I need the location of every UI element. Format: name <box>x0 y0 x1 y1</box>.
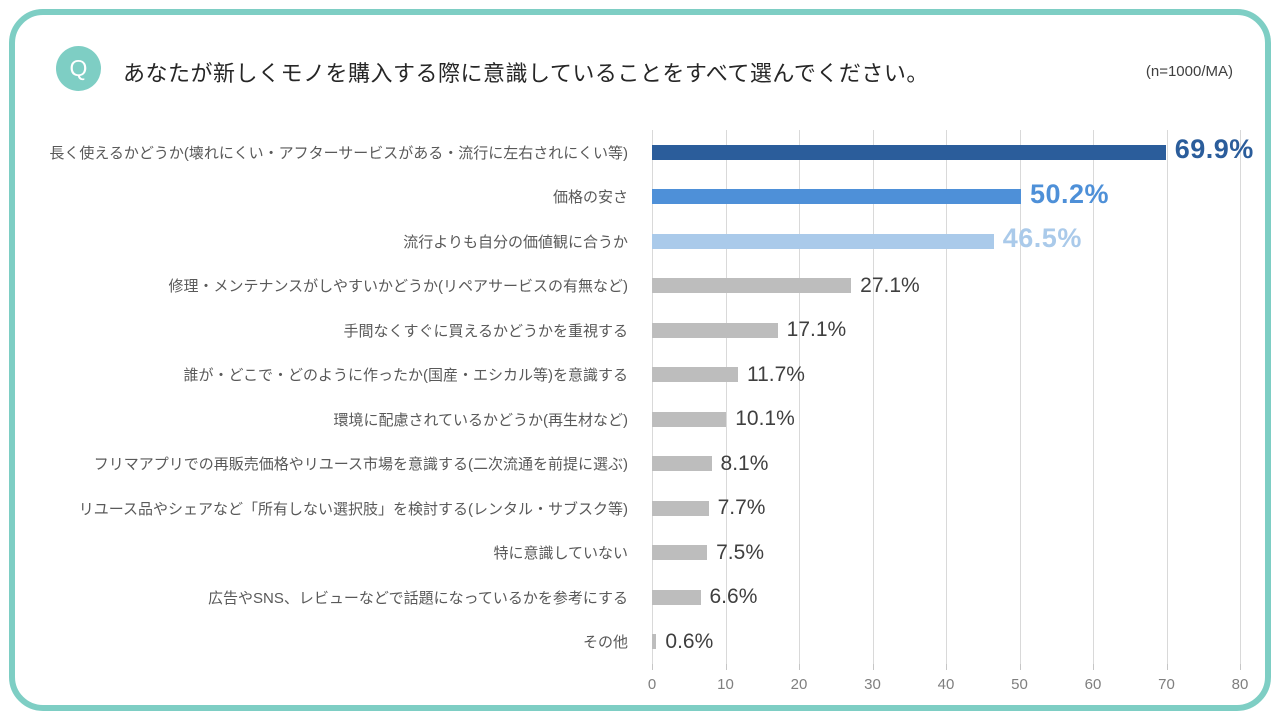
value-label: 8.1% <box>720 451 769 475</box>
value-label: 6.6% <box>709 585 758 608</box>
x-axis-tick <box>1019 664 1021 670</box>
bar-chart: 長く使えるかどうか(壊れにくい・アフターサービスがある・流行に左右されにくい等)… <box>15 130 1277 693</box>
bar <box>652 189 1021 204</box>
category-label: 環境に配慮されているかどうか(再生材など) <box>333 411 628 429</box>
category-label: 修理・メンテナンスがしやすいかどうか(リペアサービスの有無など) <box>168 278 628 296</box>
x-axis-label: 0 <box>647 676 657 693</box>
value-label: 0.6% <box>665 629 714 653</box>
bar <box>652 278 852 293</box>
x-axis-tick <box>946 664 947 670</box>
x-axis-label: 70 <box>1158 676 1175 693</box>
value-label: 7.5% <box>716 540 764 564</box>
value-label: 46.5% <box>1002 223 1082 253</box>
chart-row: 長く使えるかどうか(壊れにくい・アフターサービスがある・流行に左右されにくい等)… <box>15 130 1277 175</box>
bar <box>652 456 712 471</box>
chart-row: リユース品やシェアなど「所有しない選択肢」を検討する(レンタル・サブスク等) 7.… <box>15 486 1277 531</box>
category-label: 長く使えるかどうか(壊れにくい・アフターサービスがある・流行に左右されにくい等) <box>49 144 628 162</box>
bar <box>652 233 994 249</box>
chart-row: 手間なくすぐに買えるかどうかを重視する 17.1% <box>15 308 1277 353</box>
x-axis-tick <box>652 664 653 670</box>
gridline <box>1166 130 1168 664</box>
x-axis-tick <box>725 664 727 670</box>
value-label: 17.1% <box>786 318 847 341</box>
category-label: リユース品やシェアなど「所有しない選択肢」を検討する(レンタル・サブスク等) <box>78 500 628 518</box>
x-axis-label: 10 <box>717 676 734 693</box>
gridline <box>946 130 947 664</box>
bar <box>652 322 778 338</box>
value-label: 10.1% <box>735 407 795 430</box>
bar <box>652 144 1166 160</box>
question-title: あなたが新しくモノを購入する際に意識していることをすべて選んでください。 <box>123 61 929 86</box>
chart-row: その他 0.6% <box>15 620 1277 665</box>
value-label: 7.7% <box>717 496 766 519</box>
bar <box>652 500 709 516</box>
x-axis-label: 60 <box>1084 676 1102 693</box>
gridline <box>1093 130 1094 664</box>
x-axis-tick <box>1093 664 1094 670</box>
chart-row: 広告やSNS、レビューなどで話題になっているかを参考にする 6.6% <box>15 575 1277 620</box>
gridline <box>1240 130 1241 664</box>
x-axis-label: 20 <box>790 676 808 693</box>
x-axis-label: 80 <box>1231 676 1249 693</box>
value-label: 50.2% <box>1029 178 1110 209</box>
value-label: 27.1% <box>860 273 920 297</box>
sample-size-note: (n=1000/MA) <box>1145 63 1233 80</box>
x-axis-tick <box>872 664 874 670</box>
chart-row: 誰が・どこで・どのように作ったか(国産・エシカル等)を意識する 11.7% <box>15 353 1277 398</box>
bar <box>652 411 727 427</box>
bar <box>652 634 657 649</box>
chart-row: 修理・メンテナンスがしやすいかどうか(リペアサービスの有無など) 27.1% <box>15 264 1277 309</box>
x-axis-label: 40 <box>937 676 955 693</box>
question-header: Q あなたが新しくモノを購入する際に意識していることをすべて選んでください。 (… <box>15 15 1265 125</box>
gridline <box>799 130 800 664</box>
chart-row: フリマアプリでの再販売価格やリユース市場を意識する(二次流通を前提に選ぶ) 8.1… <box>15 442 1277 487</box>
chart-row: 価格の安さ 50.2% <box>15 175 1277 220</box>
category-label: 広告やSNS、レビューなどで話題になっているかを参考にする <box>208 589 628 607</box>
category-label: 手間なくすぐに買えるかどうかを重視する <box>343 322 628 340</box>
x-axis-tick <box>799 664 800 670</box>
question-badge-letter: Q <box>69 55 88 81</box>
x-axis-tick <box>1240 664 1241 670</box>
category-label: 価格の安さ <box>552 189 628 207</box>
value-label: 69.9% <box>1174 134 1254 164</box>
value-label: 11.7% <box>746 362 805 386</box>
category-label: フリマアプリでの再販売価格やリユース市場を意識する(二次流通を前提に選ぶ) <box>93 456 628 474</box>
category-label: 流行よりも自分の価値観に合うか <box>403 233 628 251</box>
x-axis-label: 50 <box>1011 676 1028 693</box>
survey-panel: Q あなたが新しくモノを購入する際に意識していることをすべて選んでください。 (… <box>9 9 1271 711</box>
chart-row: 流行よりも自分の価値観に合うか 46.5% <box>15 219 1277 264</box>
bar <box>652 545 708 560</box>
question-badge: Q <box>56 46 101 91</box>
chart-row: 特に意識していない 7.5% <box>15 531 1277 576</box>
bar <box>652 589 701 605</box>
category-label: その他 <box>582 634 628 652</box>
gridline <box>872 130 874 664</box>
gridline <box>1019 130 1021 664</box>
x-axis-label: 30 <box>864 676 881 693</box>
gridline <box>652 130 653 664</box>
bar <box>652 367 738 382</box>
chart-row: 環境に配慮されているかどうか(再生材など) 10.1% <box>15 397 1277 442</box>
category-label: 誰が・どこで・どのように作ったか(国産・エシカル等)を意識する <box>183 367 628 385</box>
gridline <box>725 130 727 664</box>
category-label: 特に意識していない <box>493 545 628 563</box>
x-axis-tick <box>1166 664 1168 670</box>
